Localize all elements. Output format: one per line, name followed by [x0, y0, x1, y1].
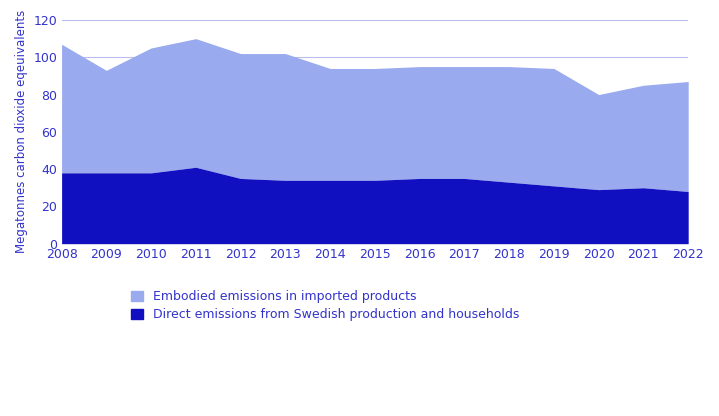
Legend: Embodied emissions in imported products, Direct emissions from Swedish productio: Embodied emissions in imported products,…: [131, 290, 519, 321]
Y-axis label: Megatonnes carbon dioxide eqeuivalents: Megatonnes carbon dioxide eqeuivalents: [15, 10, 28, 253]
